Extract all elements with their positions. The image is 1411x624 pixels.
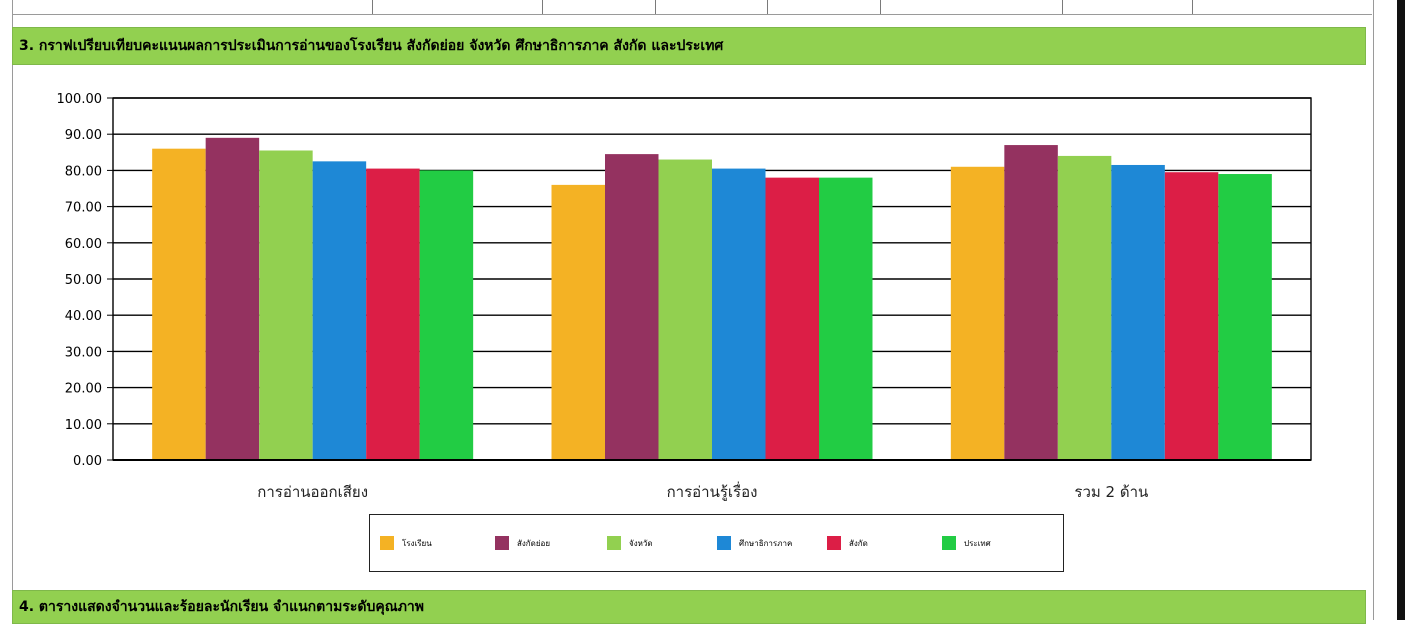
x-category-label: การอ่านออกเสียง [257, 483, 368, 501]
bar [312, 161, 367, 460]
section-3-header: 3. กราฟเปรียบเทียบคะแนนผลการประเมินการอ่… [12, 27, 1366, 65]
window-edge-bar [1397, 0, 1405, 620]
legend-item: จังหวัด [607, 536, 653, 550]
section-3-title: 3. กราฟเปรียบเทียบคะแนนผลการประเมินการอ่… [19, 38, 724, 54]
legend-item: ศึกษาธิการภาค [717, 536, 792, 550]
table-cell-divider [880, 0, 881, 14]
table-cell-divider [767, 0, 768, 14]
page-frame [12, 0, 1374, 620]
table-cell-divider [655, 0, 656, 14]
y-tick-label: 10.00 [65, 418, 102, 433]
y-tick-label: 90.00 [65, 128, 102, 143]
bar [419, 170, 474, 460]
bar [551, 184, 605, 460]
legend-swatch [607, 536, 621, 550]
bar [605, 154, 659, 461]
bar [1004, 145, 1058, 460]
legend-swatch [717, 536, 731, 550]
y-tick-label: 0.00 [73, 454, 102, 469]
table-cell-divider [1192, 0, 1193, 14]
bar [819, 177, 873, 460]
bar [712, 168, 766, 460]
bar [205, 137, 260, 460]
legend-label: สังกัดย่อย [517, 538, 551, 548]
y-tick-label: 40.00 [65, 309, 102, 324]
bar [1164, 172, 1219, 460]
bar [259, 150, 313, 461]
x-category-label: รวม 2 ด้าน [1074, 483, 1148, 501]
bar [152, 148, 206, 460]
previous-table-bottom-edge [12, 0, 1372, 15]
bar [658, 159, 712, 461]
bar [1057, 155, 1112, 461]
y-tick-label: 20.00 [65, 382, 102, 397]
legend-label: ประเทศ [964, 538, 991, 548]
table-cell-divider [542, 0, 543, 14]
legend-label: จังหวัด [629, 538, 653, 548]
chart-legend: โรงเรียน สังกัดย่อย จังหวัด ศึกษาธิการภาค สั… [369, 514, 1064, 572]
y-tick-label: 70.00 [65, 201, 102, 216]
y-tick-label: 50.00 [65, 273, 102, 288]
bar [1218, 174, 1272, 460]
y-tick-label: 100.00 [57, 92, 103, 107]
bar [950, 166, 1005, 460]
section-4-title: 4. ตารางแสดงจำนวนและร้อยละนักเรียน จำแนก… [19, 599, 425, 615]
legend-label: โรงเรียน [402, 538, 432, 548]
legend-item: สังกัด [827, 536, 868, 550]
bar [765, 177, 819, 460]
y-tick-label: 60.00 [65, 237, 102, 252]
legend-swatch [942, 536, 956, 550]
legend-label: ศึกษาธิการภาค [739, 538, 793, 548]
bar [1111, 164, 1165, 460]
x-category-label: การอ่านรู้เรื่อง [667, 481, 758, 501]
section-4-header: 4. ตารางแสดงจำนวนและร้อยละนักเรียน จำแนก… [12, 590, 1366, 624]
y-tick-label: 30.00 [65, 345, 102, 360]
legend-swatch [380, 536, 394, 550]
bar [366, 168, 420, 460]
table-cell-divider [372, 0, 373, 14]
y-tick-label: 80.00 [65, 164, 102, 179]
legend-label: สังกัด [849, 538, 868, 548]
legend-item: สังกัดย่อย [495, 536, 550, 550]
legend-swatch [495, 536, 509, 550]
legend-item: โรงเรียน [380, 536, 432, 550]
legend-swatch [827, 536, 841, 550]
table-cell-divider [1062, 0, 1063, 14]
legend-item: ประเทศ [942, 536, 991, 550]
